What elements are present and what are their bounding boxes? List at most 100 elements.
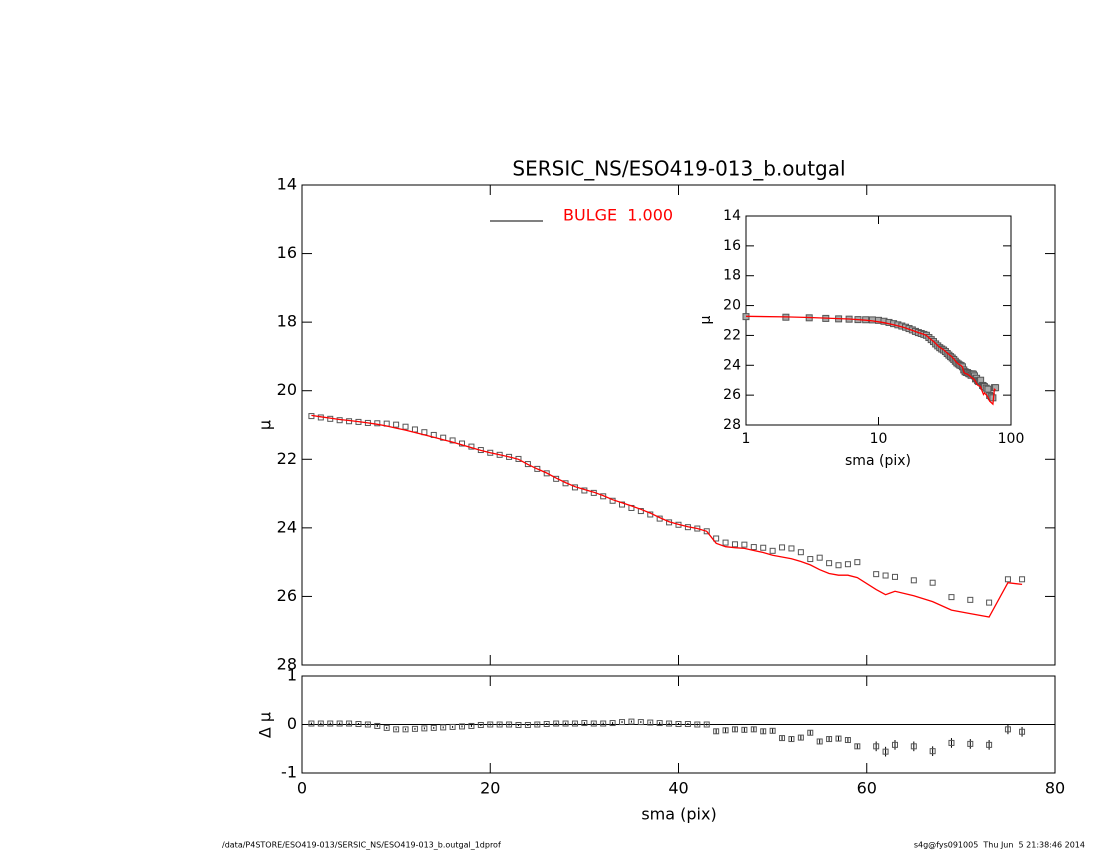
data-point bbox=[835, 562, 842, 569]
residual-point bbox=[666, 720, 673, 727]
footer-left: /data/P4STORE/ESO419-013/SERSIC_NS/ESO41… bbox=[222, 841, 501, 850]
residual-point bbox=[731, 726, 738, 733]
residual-point bbox=[807, 729, 814, 736]
residual-point bbox=[628, 718, 635, 725]
residual-point bbox=[534, 721, 541, 728]
residual-point bbox=[750, 726, 757, 733]
residual-point bbox=[393, 726, 400, 733]
residual-point bbox=[449, 723, 456, 730]
data-point bbox=[402, 423, 409, 430]
residual-point bbox=[797, 734, 804, 741]
residual-point bbox=[656, 720, 663, 727]
y-axis-label: μ bbox=[698, 315, 714, 324]
data-point bbox=[826, 560, 833, 567]
data-point bbox=[713, 535, 720, 542]
data-point bbox=[543, 470, 550, 477]
y-tick-label: 20 bbox=[277, 380, 297, 399]
residual-point bbox=[524, 721, 531, 728]
y-tick-label: -1 bbox=[281, 763, 297, 782]
data-point bbox=[1004, 576, 1011, 583]
data-point bbox=[992, 384, 1000, 392]
residual-point bbox=[873, 743, 880, 750]
residual-point bbox=[468, 722, 475, 729]
data-point bbox=[1019, 576, 1026, 583]
residual-point bbox=[703, 721, 710, 728]
data-point bbox=[619, 501, 626, 508]
legend-label: BULGE 1.000 bbox=[563, 206, 673, 225]
residual-point bbox=[967, 740, 974, 747]
residual-point bbox=[891, 741, 898, 748]
residual-point bbox=[440, 724, 447, 731]
residual-point bbox=[826, 736, 833, 743]
data-point bbox=[741, 541, 748, 548]
residual-point bbox=[769, 727, 776, 734]
data-point bbox=[948, 594, 955, 601]
residual-point bbox=[779, 735, 786, 742]
data-point bbox=[882, 572, 889, 579]
residual-point bbox=[421, 725, 428, 732]
residual-point bbox=[713, 728, 720, 735]
y-tick-label: 28 bbox=[277, 655, 297, 674]
residual-point bbox=[374, 722, 381, 729]
data-point bbox=[411, 426, 418, 433]
y-tick-label: 22 bbox=[277, 449, 297, 468]
residual-point bbox=[543, 721, 550, 728]
residual-point bbox=[929, 748, 936, 755]
y-tick-label: 28 bbox=[723, 417, 741, 433]
residual-point bbox=[515, 721, 522, 728]
residual-point bbox=[986, 741, 993, 748]
footer-right: s4g@fys091005 Thu Jun 5 21:38:46 2014 bbox=[914, 841, 1085, 850]
data-point bbox=[984, 385, 992, 393]
y-tick-label: 0 bbox=[287, 714, 297, 733]
data-point bbox=[797, 549, 804, 556]
y-tick-label: 18 bbox=[277, 312, 297, 331]
y-axis-label: Δ μ bbox=[256, 712, 275, 738]
y-tick-label: 26 bbox=[277, 586, 297, 605]
residual-point bbox=[430, 724, 437, 731]
y-tick-label: 1 bbox=[287, 666, 297, 685]
residual-point bbox=[506, 721, 513, 728]
x-tick-label: 10 bbox=[870, 431, 888, 447]
residual-point bbox=[684, 721, 691, 728]
chart-title: SERSIC_NS/ESO419-013_b.outgal bbox=[512, 157, 845, 181]
data-point bbox=[986, 599, 993, 606]
x-axis-label: sma (pix) bbox=[845, 453, 911, 469]
residual-point bbox=[948, 739, 955, 746]
x-axis-label: sma (pix) bbox=[641, 805, 716, 824]
data-point bbox=[910, 577, 917, 584]
residual-point bbox=[308, 720, 315, 727]
residual-point bbox=[882, 748, 889, 755]
residual-point bbox=[722, 727, 729, 734]
x-tick-label: 60 bbox=[857, 779, 877, 798]
residual-point bbox=[600, 720, 607, 727]
data-point bbox=[816, 554, 823, 561]
y-tick-label: 16 bbox=[723, 238, 741, 254]
data-point bbox=[731, 541, 738, 548]
x-tick-label: 40 bbox=[668, 779, 688, 798]
y-axis-label: μ bbox=[256, 420, 275, 430]
residual-point bbox=[675, 721, 682, 728]
residual-point bbox=[741, 726, 748, 733]
residual-point bbox=[402, 726, 409, 733]
residual-point bbox=[844, 737, 851, 744]
residual-point bbox=[619, 719, 626, 726]
residual-point bbox=[355, 721, 362, 728]
y-tick-label: 14 bbox=[277, 175, 297, 194]
data-point bbox=[750, 544, 757, 551]
x-tick-label: 20 bbox=[480, 779, 500, 798]
residual-point bbox=[854, 743, 861, 750]
data-point bbox=[722, 539, 729, 546]
x-tick-label: 80 bbox=[1045, 779, 1065, 798]
x-tick-label: 0 bbox=[297, 779, 307, 798]
data-point bbox=[891, 573, 898, 580]
residual-point bbox=[694, 721, 701, 728]
residual-point bbox=[581, 720, 588, 727]
data-point bbox=[703, 528, 710, 535]
residual-point bbox=[571, 720, 578, 727]
y-tick-label: 14 bbox=[723, 208, 741, 224]
x-tick-label: 1 bbox=[742, 431, 751, 447]
residual-point bbox=[1019, 728, 1026, 735]
y-tick-label: 16 bbox=[277, 243, 297, 262]
